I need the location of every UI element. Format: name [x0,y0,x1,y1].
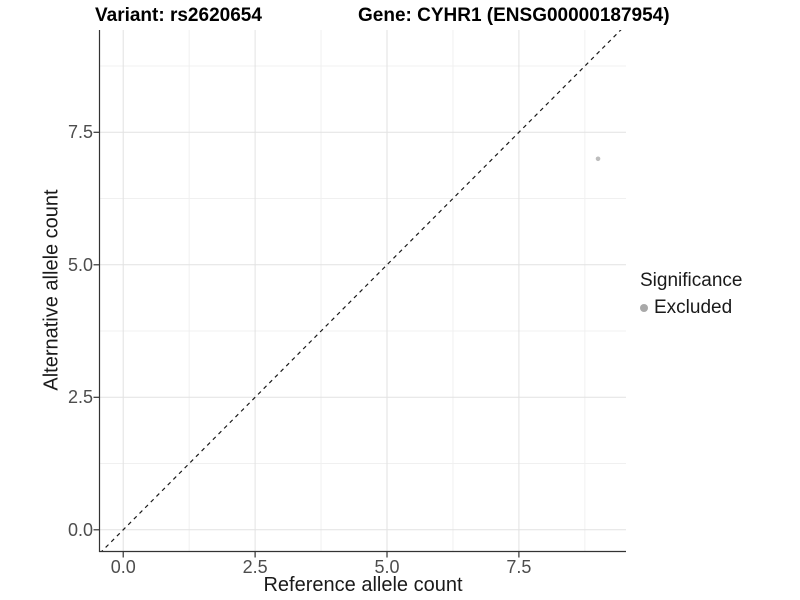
plot-title-gene: Gene: CYHR1 (ENSG00000187954) [358,5,670,26]
plot-title-variant: Variant: rs2620654 [95,5,262,26]
panel-content [100,30,626,551]
data-point [595,156,601,162]
x-tick-label: 7.5 [506,557,532,577]
legend-item-excluded: Excluded [640,297,742,319]
x-axis-title: Reference allele count [263,574,463,596]
y-tick-label: 5.0 [67,254,93,275]
identity-dashed-line [101,30,622,551]
y-tick-label: 7.5 [67,122,93,143]
x-tick-label: 0.0 [110,557,136,577]
legend-title: Significance [640,270,743,291]
legend-point-icon [640,304,648,312]
legend: Significance Excluded [640,270,742,319]
legend-item-label: Excluded [654,297,733,318]
x-tick-label: 2.5 [242,557,268,577]
x-tick-label: 5.0 [374,557,400,577]
y-tick-label: 0.0 [67,519,93,540]
y-tick-label: 2.5 [67,387,93,408]
y-axis-title: Alternative allele count [40,189,63,391]
